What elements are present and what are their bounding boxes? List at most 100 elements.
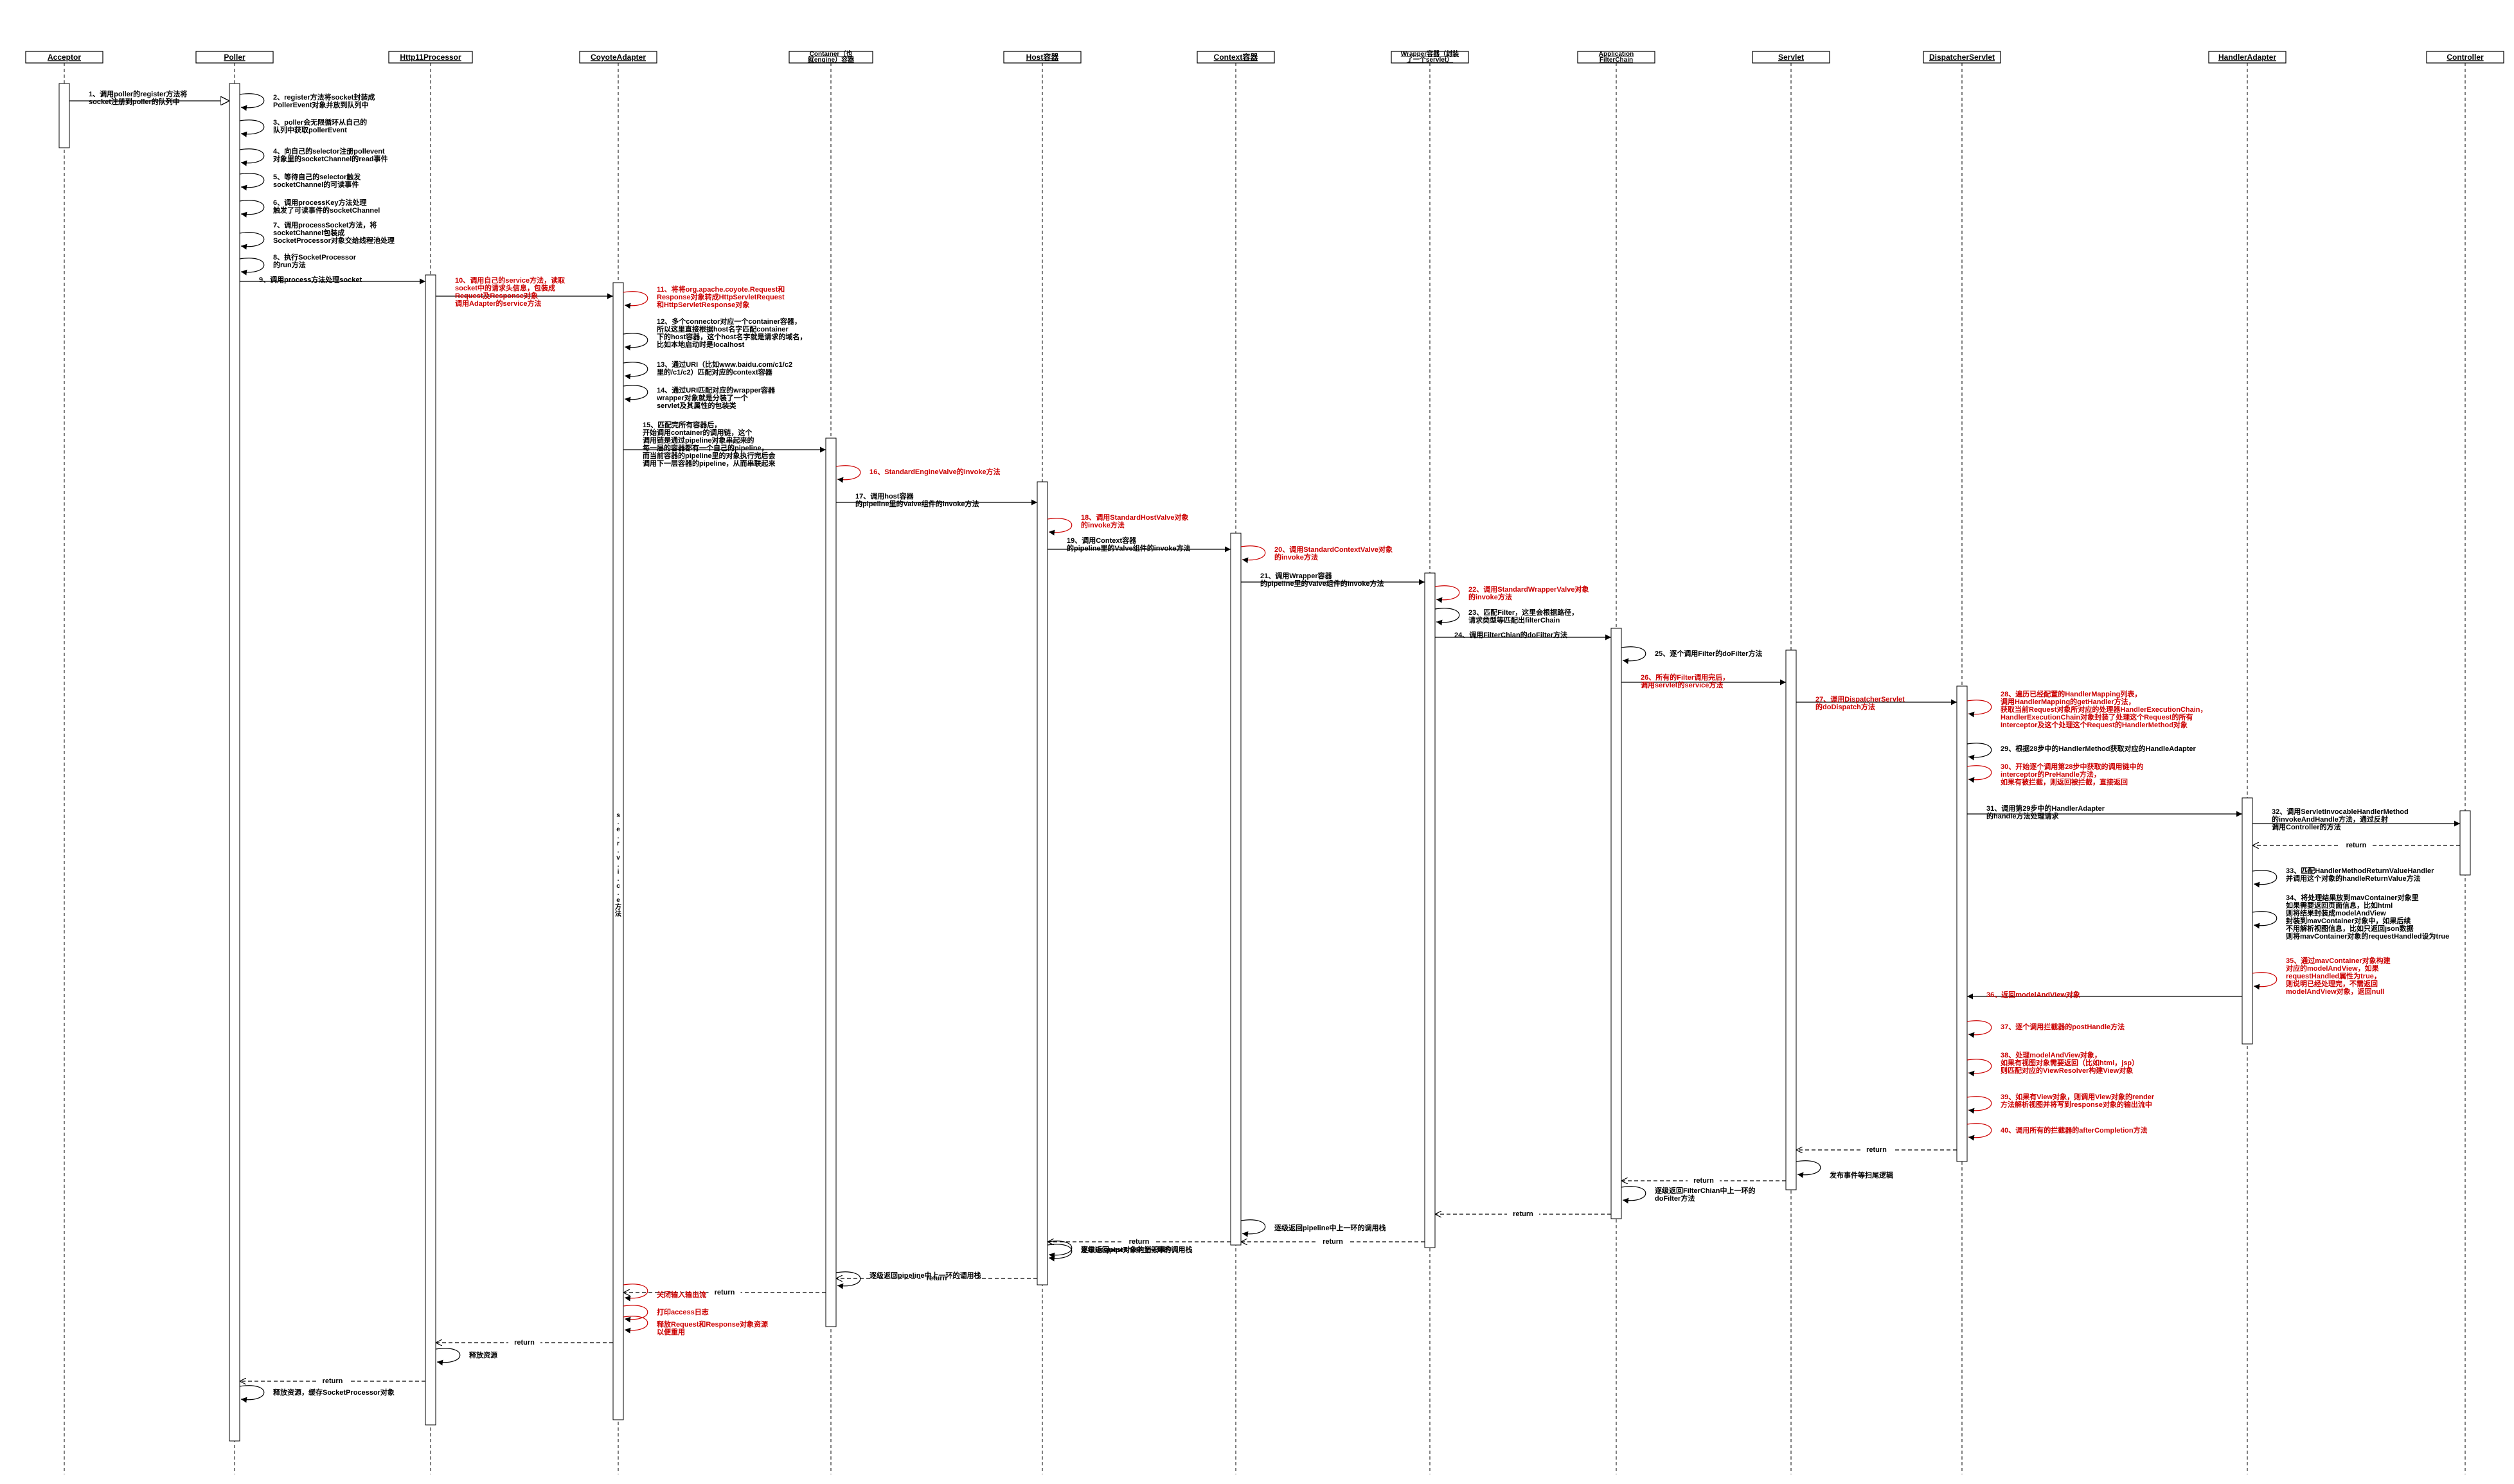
participant-label: Host容器 bbox=[1026, 52, 1060, 62]
message-label: 27、调用DispatcherServlet bbox=[1815, 694, 1905, 703]
message-label: 33、匹配HandlerMethodReturnValueHandler bbox=[2286, 866, 2434, 875]
message-label: 的handle方法处理请求 bbox=[1986, 811, 2059, 820]
message-label: 1、调用poller的register方法将 bbox=[89, 89, 187, 98]
message-label: HandlerExecutionChain对象封装了处理这个Request的所有 bbox=[2001, 712, 2193, 721]
message-label: 12、多个connector对应一个container容器， bbox=[657, 317, 801, 326]
message-label: 的pipeline里的Valve组件的invoke方法 bbox=[855, 499, 979, 508]
self-call-arrow bbox=[1966, 1096, 1992, 1114]
activation-wrapper bbox=[1424, 572, 1436, 1248]
activation-host bbox=[1037, 481, 1048, 1285]
message-label: 20、调用StandardContextValve对象 bbox=[1274, 545, 1393, 554]
self-call-arrow bbox=[239, 93, 265, 111]
message-label: 的doDispatch方法 bbox=[1815, 702, 1875, 711]
message-label: 打印access日志 bbox=[657, 1307, 709, 1316]
vertical-note-char: . bbox=[618, 847, 620, 854]
message-label: 29、根据28步中的HandlerMethod获取对应的HandleAdapte… bbox=[2001, 744, 2196, 753]
message-label: 如果需要返回页面信息，比如html bbox=[2286, 901, 2393, 910]
message-label: 调用链是通过pipeline对象串起来的 bbox=[643, 436, 754, 445]
message-48: return bbox=[1241, 1237, 1425, 1246]
message-label: 31、调用第29步中的HandlerAdapter bbox=[1986, 804, 2105, 813]
message-label: return bbox=[715, 1289, 735, 1296]
participant-servlet: Servlet bbox=[1752, 51, 1830, 64]
message-label: 封装到mavContainer对象中，如果后续 bbox=[2286, 916, 2411, 925]
message-label: 开始调用container的调用链，这个 bbox=[643, 428, 753, 437]
vertical-note-char: . bbox=[618, 876, 620, 883]
vertical-note-char: v bbox=[616, 854, 620, 861]
self-call-arrow bbox=[623, 1305, 648, 1323]
vertical-note-char: 法 bbox=[615, 910, 621, 918]
participant-label: FilterChain bbox=[1600, 57, 1633, 64]
message-label: 5、等待自己的selector触发 bbox=[273, 172, 361, 181]
activation-servlet bbox=[1785, 649, 1797, 1190]
message-label: return bbox=[323, 1377, 343, 1385]
message-label: 36、返回modelAndView对象 bbox=[1986, 990, 2080, 999]
message-label: return bbox=[1513, 1210, 1533, 1218]
participant-host: Host容器 bbox=[1003, 51, 1082, 64]
message-label: 18、调用StandardHostValve对象 bbox=[1081, 513, 1189, 522]
vertical-note-char: e bbox=[616, 826, 620, 833]
message-label: 释放Request和Response对象资源 bbox=[657, 1320, 768, 1329]
self-call-arrow bbox=[1047, 1244, 1073, 1262]
participant-label: HandlerAdapter bbox=[2218, 53, 2276, 62]
message-26: 26、所有的Filter调用完后，调用servlet的service方法 bbox=[1621, 673, 1786, 689]
message-47: 逐级返回pipeline中上一环的调用栈 bbox=[1240, 1219, 1386, 1237]
message-label: 26、所有的Filter调用完后， bbox=[1641, 673, 1729, 682]
self-call-arrow bbox=[1434, 585, 1460, 603]
self-call-arrow bbox=[1621, 1186, 1646, 1204]
message-label: 对象里的socketChannel的read事件 bbox=[273, 154, 388, 163]
message-7: 7、调用processSocket方法，将socketChannel包装成Soc… bbox=[239, 220, 395, 250]
message-label: 则将mavContainer对象的requestHandled设为true bbox=[2286, 932, 2449, 941]
message-54: return bbox=[623, 1287, 826, 1296]
message-label: 39、如果有View对象，则调用View对象的render bbox=[2001, 1092, 2155, 1101]
message-label: wrapper对象就是分装了一个 bbox=[656, 393, 749, 402]
message-label: 逐级返回FilterChian中上一环的 bbox=[1655, 1186, 1755, 1195]
message-12: 12、多个connector对应一个container容器，所以这里直接根据ho… bbox=[623, 317, 807, 351]
self-call-arrow bbox=[1966, 765, 1992, 783]
participant-label: 了一个servlet） bbox=[1407, 55, 1453, 64]
message-23: 23、匹配Filter，这里会根据路径，请求类型等匹配出filterChain bbox=[1434, 608, 1578, 626]
activation-bars bbox=[58, 83, 2471, 1442]
message-label: 获取当前Request对象所对应的处理器HandlerExecutionChai… bbox=[2001, 705, 2207, 714]
activation-http11 bbox=[425, 274, 436, 1426]
message-label: 调用Adapter的service方法 bbox=[455, 299, 542, 308]
activation-dispatcher bbox=[1956, 685, 1968, 1162]
message-label: 逐级返回pipeline中上一环的调用栈 bbox=[869, 1271, 981, 1280]
activation-container bbox=[825, 437, 837, 1327]
participant-poller: Poller bbox=[195, 51, 274, 64]
participant-label: DispatcherServlet bbox=[1929, 53, 1995, 62]
message-10: 10、调用自己的service方法，读取socket中的请求头信息，包装成Req… bbox=[436, 276, 613, 308]
self-call-arrow bbox=[835, 465, 861, 483]
vertical-note-char: . bbox=[618, 833, 620, 840]
message-label: 8、执行SocketProcessor bbox=[273, 252, 357, 261]
message-59: 释放资源 bbox=[435, 1348, 497, 1366]
self-call-arrow bbox=[2252, 972, 2278, 990]
participant-coyote: CoyoteAdapter bbox=[579, 51, 657, 64]
activation-poller bbox=[229, 83, 240, 1442]
participant-label: CoyoteAdapter bbox=[591, 53, 646, 62]
message-label: servlet及其属性的包装类 bbox=[657, 401, 736, 410]
message-label: 的invoke方法 bbox=[1274, 552, 1318, 561]
message-label: 34、将处理结果放到mavContainer对象里 bbox=[2286, 893, 2419, 902]
self-call-arrow bbox=[1240, 1219, 1266, 1237]
participant-label: Context容器 bbox=[1214, 52, 1259, 62]
participant-http11: Http11Processor bbox=[388, 51, 473, 64]
message-label: 的invoke方法 bbox=[1081, 520, 1125, 529]
message-56: 打印access日志 bbox=[623, 1305, 709, 1323]
message-label: return bbox=[927, 1275, 947, 1282]
message-label: return bbox=[1693, 1177, 1714, 1185]
message-label: 的run方法 bbox=[273, 260, 306, 269]
message-label: interceptor的PreHandle方法， bbox=[2001, 770, 2101, 779]
message-33: return bbox=[2252, 840, 2460, 849]
self-call-arrow bbox=[1240, 545, 1266, 563]
message-label: return bbox=[2346, 842, 2367, 849]
message-29: 29、根据28步中的HandlerMethod获取对应的HandleAdapte… bbox=[1966, 743, 2196, 761]
message-label: return bbox=[514, 1339, 535, 1347]
